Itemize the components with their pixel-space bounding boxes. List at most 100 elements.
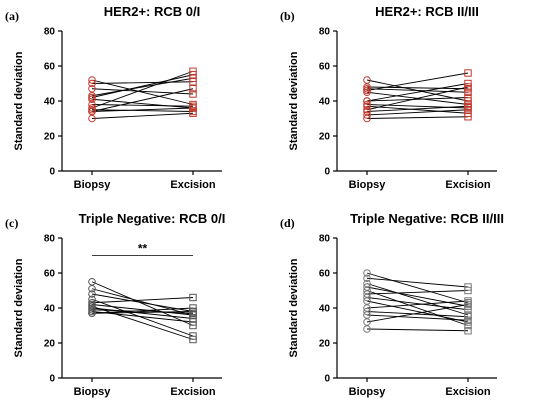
paired-line <box>366 300 469 309</box>
biopsy-point <box>88 114 96 123</box>
paired-line <box>366 304 469 323</box>
paired-line <box>91 304 194 316</box>
paired-line <box>366 88 469 93</box>
paired-line <box>91 112 194 119</box>
y-axis-label: Standard deviation <box>13 51 25 150</box>
y-tick-label: 40 <box>319 304 331 315</box>
biopsy-point <box>363 97 371 105</box>
panel-letter: (a) <box>5 9 19 23</box>
biopsy-point <box>363 293 371 302</box>
paired-line <box>91 305 194 340</box>
paired-line <box>366 290 469 295</box>
paired-line <box>366 116 469 119</box>
biopsy-point <box>88 309 96 318</box>
y-tick-label: 80 <box>44 234 56 245</box>
y-tick-label: 40 <box>44 97 56 108</box>
excision-point <box>189 104 197 112</box>
paired-line <box>91 298 194 337</box>
biopsy-point <box>363 88 371 97</box>
paired-line <box>91 104 194 107</box>
y-tick-label: 40 <box>319 97 331 108</box>
paired-line <box>91 88 194 95</box>
y-tick-label: 80 <box>44 27 56 38</box>
paired-line <box>366 283 469 316</box>
paired-line <box>366 86 469 111</box>
excision-point <box>189 304 197 312</box>
y-tick-label: 80 <box>319 27 331 38</box>
panel-2: (b) HER2+: RCB II/III 0 20 40 60 80 Biopsy Excis… <box>280 4 497 191</box>
excision-point <box>464 106 472 114</box>
panel-4: (d) Triple Negative: RCB II/III 0 20 40 60 80 B… <box>280 211 504 398</box>
paired-line <box>91 281 194 326</box>
excision-point <box>189 293 197 302</box>
paired-line <box>366 109 469 116</box>
biopsy-point <box>88 290 96 298</box>
biopsy-point <box>363 102 371 111</box>
paired-line <box>91 107 194 112</box>
paired-line <box>91 109 194 112</box>
panel-1: (a) HER2+: RCB 0/I 0 20 40 60 80 Biopsy Excision… <box>5 4 222 191</box>
y-axis-label: Standard deviation <box>288 51 300 150</box>
panel-title: HER2+: RCB II/III <box>375 4 479 19</box>
x-category-label: Biopsy <box>349 179 387 191</box>
paired-line <box>366 277 469 288</box>
biopsy-point <box>363 111 371 119</box>
y-tick-label: 0 <box>324 374 330 385</box>
excision-point <box>189 335 197 344</box>
panel-title: Triple Negative: RCB 0/I <box>79 211 226 226</box>
y-tick-label: 80 <box>319 234 331 245</box>
y-tick-label: 60 <box>44 269 56 280</box>
paired-line <box>91 311 194 314</box>
x-category-label: Excision <box>170 179 216 191</box>
excision-point <box>464 83 472 91</box>
paired-line <box>91 88 194 112</box>
y-tick-label: 20 <box>44 339 56 350</box>
biopsy-point <box>88 95 96 104</box>
biopsy-point <box>363 325 371 333</box>
paired-line <box>91 307 194 314</box>
y-tick-label: 20 <box>319 132 331 143</box>
excision-point <box>189 318 197 326</box>
excision-point <box>464 88 472 96</box>
excision-point <box>189 85 197 93</box>
significance-label: ** <box>138 242 148 256</box>
paired-line <box>91 74 194 98</box>
y-axis-label: Standard deviation <box>13 258 25 357</box>
paired-line <box>366 311 469 318</box>
x-category-label: Excision <box>445 179 491 191</box>
panel-letter: (c) <box>5 216 18 230</box>
x-category-label: Biopsy <box>74 386 112 398</box>
x-category-label: Biopsy <box>74 179 112 191</box>
paired-line <box>91 81 194 84</box>
excision-point <box>464 113 472 121</box>
paired-line <box>91 288 194 316</box>
biopsy-point <box>363 307 371 316</box>
y-tick-label: 0 <box>324 167 330 178</box>
panel-letter: (b) <box>280 9 295 23</box>
paired-line <box>91 307 194 319</box>
paired-line <box>366 83 469 102</box>
y-tick-label: 60 <box>319 269 331 280</box>
biopsy-point <box>363 114 371 123</box>
x-category-label: Excision <box>170 386 216 398</box>
paired-line <box>366 286 469 307</box>
paired-line <box>366 97 469 102</box>
paired-line <box>91 77 194 97</box>
excision-point <box>189 109 197 117</box>
excision-point <box>464 327 472 335</box>
y-axis-label: Standard deviation <box>288 258 300 357</box>
biopsy-point <box>363 269 371 277</box>
panel-letter: (d) <box>280 216 295 230</box>
paired-line <box>366 105 469 112</box>
excision-point <box>464 286 472 295</box>
paired-line <box>91 309 194 314</box>
panel-3: (c) Triple Negative: RCB 0/I 0 20 40 60 80 Biop… <box>5 211 225 398</box>
excision-point <box>464 306 472 314</box>
panel-title: Triple Negative: RCB II/III <box>350 211 504 226</box>
y-tick-label: 20 <box>319 339 331 350</box>
biopsy-point <box>88 284 96 293</box>
y-tick-label: 20 <box>44 132 56 143</box>
panel-title: HER2+: RCB 0/I <box>104 4 200 19</box>
paired-line <box>366 314 469 321</box>
